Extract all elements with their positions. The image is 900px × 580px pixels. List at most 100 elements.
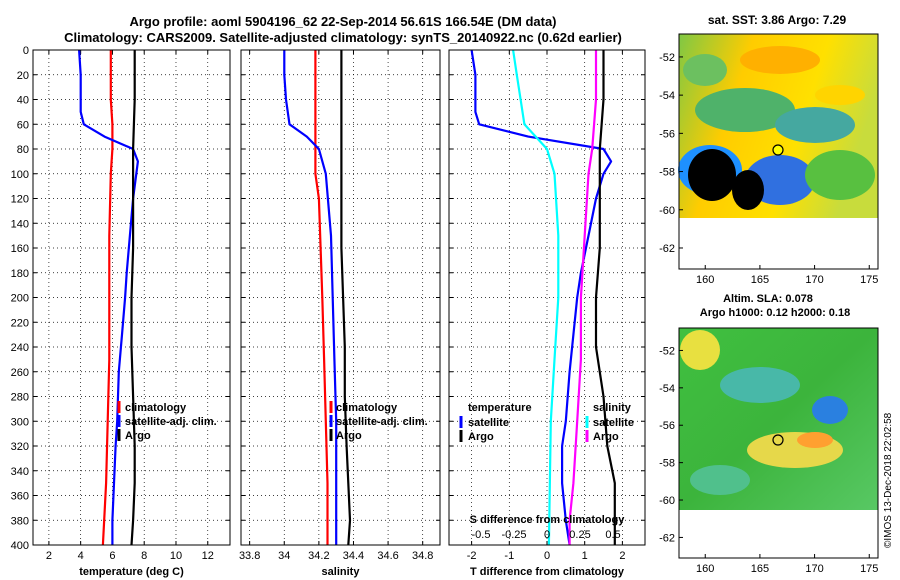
- legend-temp-argo-label: Argo: [468, 431, 494, 443]
- y-tick-label: 20: [17, 70, 29, 82]
- map-axes: -52 -54 -56 -58 -60 -62 160 165 170 175 -52 -54 -56 -…: [659, 52, 878, 575]
- x-tick-label: 12: [202, 550, 214, 562]
- series-line-argo: [340, 50, 352, 546]
- sla-cyan-patch: [690, 465, 750, 495]
- sla-yellow-patch: [680, 330, 720, 370]
- x-axis-label: temperature (deg C): [79, 566, 184, 578]
- y-tick-label: 280: [11, 392, 29, 404]
- y-tick-label: 120: [11, 194, 29, 206]
- sst-warm-patch: [740, 46, 820, 74]
- sst-cloud-mask: [732, 170, 764, 210]
- x-tick-label: -1: [504, 550, 514, 562]
- map-y-tick-label: -56: [659, 128, 675, 140]
- y-tick-label: 260: [11, 367, 29, 379]
- series-line-satellite-adj-clim-: [283, 50, 338, 545]
- sla-cyan-patch: [720, 367, 800, 403]
- legend-satellite-label: satellite-adj. clim.: [336, 416, 428, 428]
- s-diff-tick-label: -0.5: [472, 529, 491, 541]
- legend-climatology-label: climatology: [336, 402, 398, 414]
- y-tick-label: 100: [11, 169, 29, 181]
- legend-temp-satellite-label: satellite: [468, 417, 509, 429]
- legend-sal-satellite-label: satellite: [593, 417, 634, 429]
- timestamp-stamp: ©IMOS 13-Dec-2018 22:02:58: [883, 412, 894, 548]
- x-tick-label: 34: [278, 550, 290, 562]
- s-diff-tick-label: -0.25: [501, 529, 526, 541]
- legend-satellite-label: satellite-adj. clim.: [125, 416, 217, 428]
- x-tick-label: 2: [46, 550, 52, 562]
- plot-frame: [32, 49, 231, 546]
- y-tick-label: 220: [11, 317, 29, 329]
- y-tick-label: 180: [11, 268, 29, 280]
- sla-no-data: [679, 510, 878, 558]
- y-tick-label: 60: [17, 119, 29, 131]
- plot-title-line1: Argo profile: aoml 5904196_62 22-Sep-201…: [129, 14, 556, 29]
- legend-sal-argo-label: Argo: [593, 431, 619, 443]
- series-line-temperature-satellite: [470, 49, 613, 546]
- x-tick-label: 2: [619, 550, 625, 562]
- series-line-salinity-argo: [568, 50, 598, 545]
- argo-position-marker: [772, 144, 784, 156]
- legend-argo-label: Argo: [336, 430, 362, 442]
- y-tick-label: 400: [11, 540, 29, 552]
- salinity-legend: climatology satellite-adj. clim. Argo: [329, 401, 428, 442]
- x-tick-label: 4: [78, 550, 84, 562]
- x-tick-label: 0: [544, 550, 550, 562]
- map-y-tick-label: -54: [659, 90, 675, 102]
- y-tick-label: 300: [11, 416, 29, 428]
- map-x-tick-label: 175: [860, 563, 878, 575]
- y-tick-label: 40: [17, 95, 29, 107]
- map-x-tick-label: 175: [860, 274, 878, 286]
- x-tick-label: 10: [170, 550, 182, 562]
- y-tick-label: 0: [23, 45, 29, 57]
- x-tick-label: 34.8: [412, 550, 433, 562]
- x-tick-label: 34.4: [343, 550, 364, 562]
- sla-map-title-line1: Altim. SLA: 0.078: [723, 293, 813, 305]
- y-tick-label: 360: [11, 491, 29, 503]
- map-y-tick-label: -60: [659, 205, 675, 217]
- y-tick-label: 340: [11, 466, 29, 478]
- y-tick-label: 200: [11, 293, 29, 305]
- x-tick-label: -2: [467, 550, 477, 562]
- sla-orange-patch: [797, 432, 833, 448]
- y-tick-label: 140: [11, 218, 29, 230]
- map-y-tick-label: -52: [659, 345, 675, 357]
- y-tick-label: 80: [17, 144, 29, 156]
- map-x-tick-label: 170: [805, 274, 823, 286]
- sla-map: [678, 327, 879, 559]
- sst-no-data: [679, 218, 878, 269]
- map-y-tick-label: -62: [659, 243, 675, 255]
- map-y-tick-label: -54: [659, 383, 675, 395]
- plot-frame: [240, 49, 441, 546]
- map-x-tick-label: 165: [751, 274, 769, 286]
- s-diff-tick-label: 0: [544, 529, 550, 541]
- map-y-tick-label: -56: [659, 420, 675, 432]
- s-difference-axis-label: S difference from climatology: [470, 514, 626, 526]
- x-tick-label: 1: [582, 550, 588, 562]
- plot-frame: [448, 49, 646, 546]
- difference-temperature-legend: temperature satellite Argo: [459, 402, 532, 443]
- sst-cool-patch: [683, 54, 727, 86]
- y-tick-label: 240: [11, 342, 29, 354]
- sst-cool-patch: [775, 107, 855, 143]
- map-x-tick-label: 160: [696, 274, 714, 286]
- difference-salinity-legend: salinity satellite Argo: [585, 402, 634, 443]
- sla-blue-patch: [812, 396, 848, 424]
- y-tick-label: 320: [11, 441, 29, 453]
- sst-map: [678, 33, 879, 270]
- s-diff-tick-label: 0.5: [605, 529, 620, 541]
- argo-position-marker: [772, 434, 784, 446]
- difference-panel: -2 -1 0 1 2 T difference from climatology: [448, 49, 646, 578]
- series-line-argo: [130, 50, 136, 546]
- plot-title-line2: Climatology: CARS2009. Satellite-adjuste…: [64, 30, 622, 45]
- sst-green-patch: [805, 150, 875, 200]
- legend-temperature-title: temperature: [468, 402, 532, 414]
- temperature-legend: climatology satellite-adj. clim. Argo: [117, 401, 217, 442]
- map-x-tick-label: 170: [805, 563, 823, 575]
- x-axis-label: salinity: [322, 566, 361, 578]
- sst-map-frame: [678, 33, 879, 270]
- x-tick-label: 34.6: [377, 550, 398, 562]
- series-line-salinity-satellite: [512, 49, 560, 546]
- x-tick-label: 33.8: [239, 550, 260, 562]
- sla-map-title-line2: Argo h1000: 0.12 h2000: 0.18: [700, 307, 850, 319]
